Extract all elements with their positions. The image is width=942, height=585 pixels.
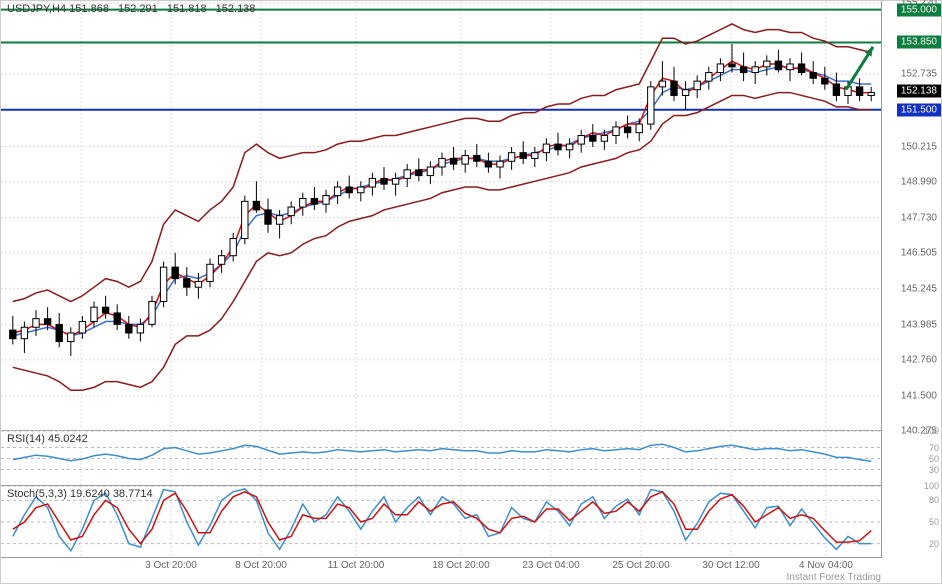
stoch-panel[interactable]: Stoch(5,3,3) 19.6240 38.7714 bbox=[1, 486, 883, 558]
y-tick-label: 143.985 bbox=[901, 319, 937, 330]
stoch-level-label: 80 bbox=[929, 495, 939, 505]
y-tick-label: 146.505 bbox=[901, 247, 937, 258]
y-tick-label: 150.215 bbox=[901, 141, 937, 152]
stoch-level-label: 100 bbox=[924, 481, 939, 491]
x-tick-label: 25 Oct 20:00 bbox=[612, 560, 669, 571]
timeframe-label: ,H4 bbox=[49, 3, 66, 15]
level-marker: 155.000 bbox=[897, 3, 941, 16]
y-tick-label: 147.730 bbox=[901, 212, 937, 223]
watermark: Instant Forex Trading bbox=[787, 572, 882, 583]
ohlc-high: 152.291 bbox=[118, 3, 158, 15]
level-marker: 153.850 bbox=[897, 36, 941, 49]
rsi-label: RSI(14) 45.0242 bbox=[7, 433, 88, 445]
main-chart-svg bbox=[1, 1, 883, 431]
stoch-label: Stoch(5,3,3) 19.6240 38.7714 bbox=[7, 488, 153, 500]
x-tick-label: 3 Oct 20:00 bbox=[145, 560, 197, 571]
ohlc-close: 152.138 bbox=[216, 3, 256, 15]
rsi-panel[interactable]: RSI(14) 45.0242 bbox=[1, 431, 883, 486]
main-price-chart[interactable]: USDJPY,H4 151.868 152.291 151.818 152.13… bbox=[1, 1, 883, 431]
rsi-level-label: 100 bbox=[924, 426, 939, 436]
symbol-label: USDJPY bbox=[7, 3, 49, 15]
rsi-level-label: 30 bbox=[929, 465, 939, 475]
chart-container: USDJPY,H4 151.868 152.291 151.818 152.13… bbox=[0, 0, 942, 584]
y-tick-label: 148.990 bbox=[901, 176, 937, 187]
x-tick-label: 30 Oct 12:00 bbox=[702, 560, 759, 571]
x-axis: 3 Oct 20:00 8 Oct 20:00 11 Oct 20:00 18 Oct… bbox=[1, 558, 883, 585]
y-tick-label: 141.500 bbox=[901, 390, 937, 401]
level-marker: 151.500 bbox=[897, 103, 941, 116]
stoch-level-label: 20 bbox=[929, 539, 939, 549]
x-tick-label: 18 Oct 20:00 bbox=[432, 560, 489, 571]
x-tick-label: 23 Oct 04:00 bbox=[522, 560, 579, 571]
rsi-svg bbox=[1, 431, 883, 486]
x-tick-label: 4 Nov 04:00 bbox=[799, 560, 853, 571]
ohlc-low: 151.818 bbox=[167, 3, 207, 15]
y-axis: 155.220153.850152.735151.500150.215148.9… bbox=[881, 1, 941, 558]
stoch-level-label: 50 bbox=[929, 517, 939, 527]
rsi-level-label: 70 bbox=[929, 443, 939, 453]
rsi-level-label: 50 bbox=[929, 454, 939, 464]
x-tick-label: 11 Oct 20:00 bbox=[328, 560, 385, 571]
x-tick-label: 8 Oct 20:00 bbox=[235, 560, 287, 571]
chart-title-bar: USDJPY,H4 151.868 152.291 151.818 152.13… bbox=[7, 3, 261, 15]
ohlc-open: 151.868 bbox=[69, 3, 109, 15]
y-tick-label: 152.735 bbox=[901, 69, 937, 80]
y-tick-label: 145.245 bbox=[901, 283, 937, 294]
y-tick-label: 142.760 bbox=[901, 354, 937, 365]
current-price-marker: 152.138 bbox=[897, 85, 941, 98]
